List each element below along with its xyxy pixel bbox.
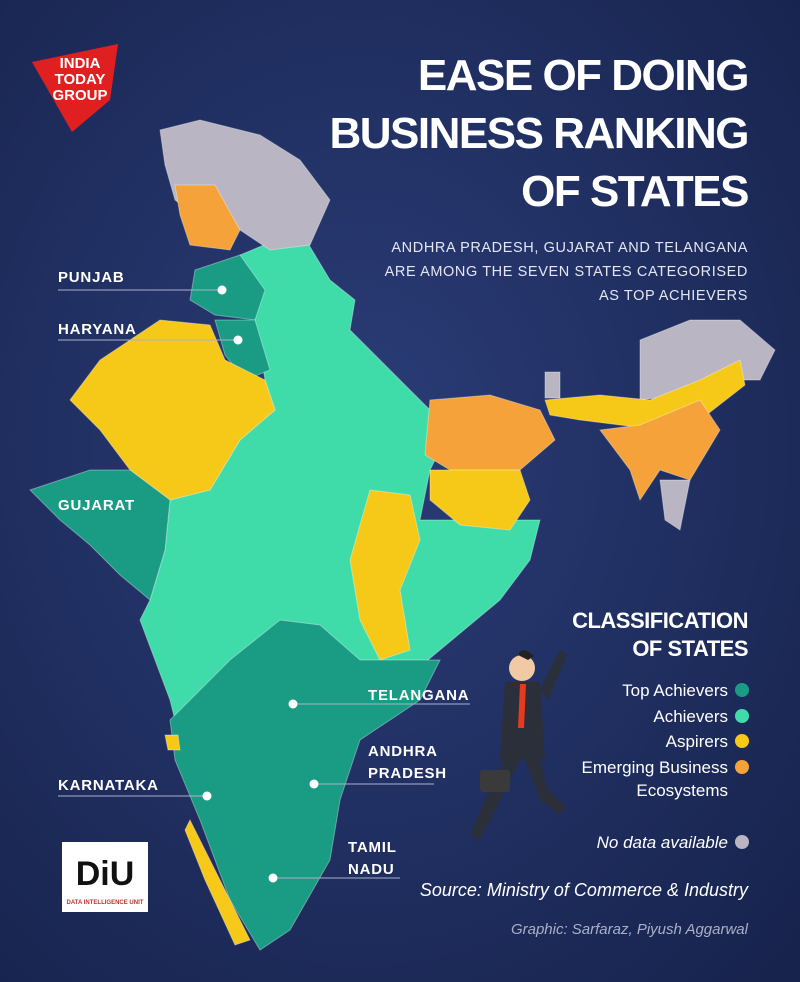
- subtitle: ARE AMONG THE SEVEN STATES CATEGORISED: [385, 264, 748, 280]
- legend-label: Ecosystems: [636, 781, 728, 800]
- title: OF STATES: [521, 167, 748, 216]
- logo-text: GROUP: [52, 87, 107, 104]
- source: Source: Ministry of Commerce & Industry: [420, 880, 749, 900]
- legend-title: CLASSIFICATION: [572, 608, 748, 633]
- logo-text: INDIA: [60, 55, 101, 72]
- state-label: TELANGANA: [368, 687, 469, 704]
- subtitle: ANDHRA PRADESH, GUJARAT AND TELANGANA: [391, 240, 748, 256]
- title: EASE OF DOING: [418, 51, 748, 100]
- marker-dot: [233, 335, 243, 345]
- marker-dot: [268, 873, 278, 883]
- region: [214, 319, 271, 381]
- legend-swatch: [735, 683, 749, 697]
- credit: Graphic: Sarfaraz, Piyush Aggarwal: [511, 921, 749, 938]
- state-label: GUJARAT: [58, 497, 135, 514]
- region: [164, 734, 181, 751]
- state-label: PUNJAB: [58, 269, 124, 286]
- state-label: TAMIL: [348, 839, 397, 856]
- state-label: NADU: [348, 861, 395, 878]
- legend-label: No data available: [597, 833, 728, 852]
- region: [29, 469, 171, 601]
- legend-swatch: [735, 835, 749, 849]
- state-label: HARYANA: [58, 321, 137, 338]
- diu-caption: DATA INTELLIGENCE UNIT: [67, 900, 144, 906]
- marker-dot: [217, 285, 227, 295]
- diu-mark: DiU: [76, 855, 135, 893]
- legend-swatch: [735, 760, 749, 774]
- region: [349, 489, 421, 661]
- region: [184, 818, 251, 946]
- region: [174, 184, 241, 251]
- legend-title: OF STATES: [632, 636, 748, 661]
- legend-label: Aspirers: [666, 732, 728, 751]
- legend-label: Top Achievers: [622, 681, 728, 700]
- marker-dot: [202, 791, 212, 801]
- region: [424, 394, 556, 471]
- region: [169, 619, 441, 951]
- logo-text: TODAY: [55, 71, 106, 88]
- legend-swatch: [735, 734, 749, 748]
- legend-label: Achievers: [653, 707, 728, 726]
- title: BUSINESS RANKING: [330, 109, 749, 158]
- region: [544, 371, 561, 399]
- state-label: KARNATAKA: [58, 777, 159, 794]
- state-label: ANDHRA: [368, 743, 438, 760]
- legend-label: Emerging Business: [582, 758, 728, 777]
- businessman-illustration: [470, 650, 567, 840]
- diu-logo: [62, 842, 148, 912]
- marker-dot: [309, 779, 319, 789]
- marker-dot: [288, 699, 298, 709]
- region: [69, 319, 276, 501]
- region: [659, 479, 691, 531]
- subtitle: AS TOP ACHIEVERS: [599, 288, 748, 304]
- map: [29, 119, 776, 951]
- legend-swatch: [735, 709, 749, 723]
- region: [429, 469, 531, 531]
- logo-shape: [32, 44, 118, 132]
- state-label: PRADESH: [368, 765, 447, 782]
